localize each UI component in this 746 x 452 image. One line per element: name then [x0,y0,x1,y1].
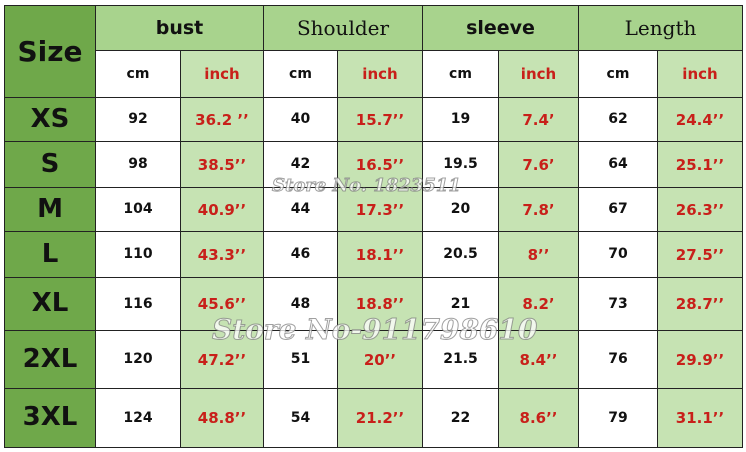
table-row: L 110 43.3’’ 46 18.1’’ 20.5 8’’ 70 27.5’’ [4,231,743,278]
unit-cm: cm [263,50,338,98]
inch-cell: 8.4’’ [498,330,579,389]
cm-cell: 21 [422,277,499,331]
cm-cell: 21.5 [422,330,499,389]
inch-cell: 15.7’’ [337,97,423,142]
cm-cell: 116 [95,277,181,331]
cm-cell: 19 [422,97,499,142]
cm-cell: 42 [263,141,338,188]
inch-cell: 27.5’’ [657,231,743,278]
inch-cell: 38.5’’ [180,141,264,188]
unit-cm: cm [578,50,658,98]
inch-cell: 29.9’’ [657,330,743,389]
size-cell: 3XL [4,388,96,448]
cm-cell: 104 [95,187,181,232]
inch-cell: 17.3’’ [337,187,423,232]
table-row: M 104 40.9’’ 44 17.3’’ 20 7.8’ 67 26.3’’ [4,187,743,232]
cm-cell: 120 [95,330,181,389]
inch-cell: 8’’ [498,231,579,278]
table-row: XS 92 36.2 ’’ 40 15.7’’ 19 7.4’ 62 24.4’’ [4,97,743,142]
inch-cell: 36.2 ’’ [180,97,264,142]
size-cell: S [4,141,96,188]
cm-cell: 20.5 [422,231,499,278]
cm-cell: 64 [578,141,658,188]
cm-cell: 19.5 [422,141,499,188]
cm-cell: 62 [578,97,658,142]
cm-cell: 79 [578,388,658,448]
size-header: Size [4,5,96,98]
inch-cell: 18.1’’ [337,231,423,278]
cm-cell: 40 [263,97,338,142]
table-row: XL 116 45.6’’ 48 18.8’’ 21 8.2’ 73 28.7’’ [4,277,743,331]
unit-inch: inch [180,50,264,98]
inch-cell: 8.2’ [498,277,579,331]
table-row: 2XL 120 47.2’’ 51 20’’ 21.5 8.4’’ 76 29.9’’ [4,330,743,389]
inch-cell: 8.6’’ [498,388,579,448]
size-cell: XL [4,277,96,331]
inch-cell: 7.6’ [498,141,579,188]
inch-cell: 21.2’’ [337,388,423,448]
length-header: Length [578,5,743,51]
inch-cell: 25.1’’ [657,141,743,188]
sleeve-header: sleeve [422,5,579,51]
unit-cm: cm [422,50,499,98]
inch-cell: 43.3’’ [180,231,264,278]
table-row: S 98 38.5’’ 42 16.5’’ 19.5 7.6’ 64 25.1’’ [4,141,743,188]
shoulder-header: Shoulder [263,5,423,51]
inch-cell: 40.9’’ [180,187,264,232]
cm-cell: 48 [263,277,338,331]
unit-inch: inch [657,50,743,98]
cm-cell: 20 [422,187,499,232]
inch-cell: 7.8’ [498,187,579,232]
inch-cell: 28.7’’ [657,277,743,331]
size-cell: M [4,187,96,232]
table-row: 3XL 124 48.8’’ 54 21.2’’ 22 8.6’’ 79 31.1’’ [4,388,743,448]
inch-cell: 16.5’’ [337,141,423,188]
cm-cell: 54 [263,388,338,448]
inch-cell: 48.8’’ [180,388,264,448]
inch-cell: 24.4’’ [657,97,743,142]
inch-cell: 47.2’’ [180,330,264,389]
unit-row: cm inch cm inch cm inch cm inch [5,50,743,98]
inch-cell: 45.6’’ [180,277,264,331]
cm-cell: 73 [578,277,658,331]
size-chart-table: Size bust Shoulder sleeve Length cm inch… [4,5,743,448]
cm-cell: 67 [578,187,658,232]
inch-cell: 7.4’ [498,97,579,142]
cm-cell: 46 [263,231,338,278]
cm-cell: 70 [578,231,658,278]
cm-cell: 98 [95,141,181,188]
size-cell: L [4,231,96,278]
cm-cell: 22 [422,388,499,448]
inch-cell: 31.1’’ [657,388,743,448]
inch-cell: 20’’ [337,330,423,389]
unit-cm: cm [95,50,181,98]
cm-cell: 124 [95,388,181,448]
bust-header: bust [95,5,264,51]
size-cell: XS [4,97,96,142]
cm-cell: 51 [263,330,338,389]
unit-inch: inch [498,50,579,98]
size-cell: 2XL [4,330,96,389]
unit-inch: inch [337,50,423,98]
cm-cell: 92 [95,97,181,142]
cm-cell: 110 [95,231,181,278]
cm-cell: 44 [263,187,338,232]
inch-cell: 18.8’’ [337,277,423,331]
inch-cell: 26.3’’ [657,187,743,232]
cm-cell: 76 [578,330,658,389]
